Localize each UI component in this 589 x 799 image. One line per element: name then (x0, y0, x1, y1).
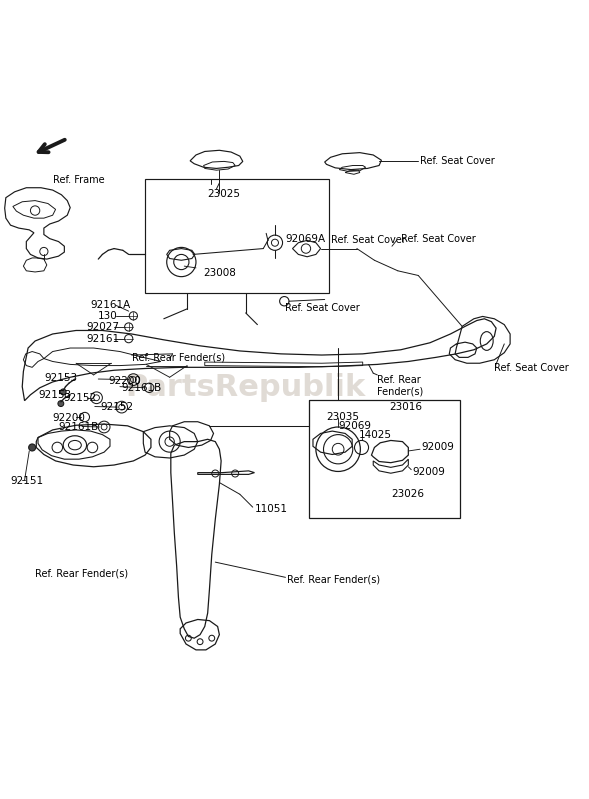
Text: 23008: 23008 (204, 268, 236, 277)
Text: 92200: 92200 (52, 412, 85, 423)
Circle shape (60, 389, 66, 395)
Text: Ref. Rear Fender(s): Ref. Rear Fender(s) (131, 352, 225, 363)
Text: Ref. Frame: Ref. Frame (52, 175, 104, 185)
Text: Ref. Seat Cover: Ref. Seat Cover (494, 364, 569, 373)
Text: 92069: 92069 (338, 421, 371, 431)
Text: 92152: 92152 (63, 393, 97, 403)
Text: 92161B: 92161B (122, 384, 162, 393)
Circle shape (29, 444, 36, 451)
Text: 130: 130 (98, 311, 118, 321)
Text: Ref. Seat Cover: Ref. Seat Cover (420, 156, 495, 166)
Text: 92161A: 92161A (91, 300, 131, 310)
Text: Ref. Rear
Fender(s): Ref. Rear Fender(s) (378, 375, 423, 396)
Text: 92151: 92151 (11, 476, 44, 487)
Text: 14025: 14025 (359, 430, 392, 440)
Text: 92153: 92153 (44, 373, 77, 383)
Text: 92152: 92152 (101, 402, 134, 412)
Text: 23016: 23016 (389, 402, 422, 411)
Text: 92009: 92009 (421, 443, 454, 452)
Text: Ref. Rear Fender(s): Ref. Rear Fender(s) (287, 574, 380, 585)
Text: Ref. Seat Cover: Ref. Seat Cover (330, 235, 405, 244)
Text: 92161B: 92161B (58, 422, 99, 432)
Text: 11051: 11051 (254, 504, 287, 515)
Bar (145, 179, 329, 293)
Text: Ref. Rear Fender(s): Ref. Rear Fender(s) (35, 569, 128, 578)
Text: 92009: 92009 (412, 467, 445, 477)
Text: 92161: 92161 (87, 334, 120, 344)
Circle shape (58, 400, 64, 407)
Text: 23025: 23025 (208, 189, 241, 199)
Bar (309, 400, 460, 518)
Text: 92200: 92200 (108, 376, 141, 386)
Text: 92153: 92153 (38, 390, 71, 400)
Text: 23035: 23035 (326, 412, 359, 422)
Text: Ref. Seat Cover: Ref. Seat Cover (286, 304, 360, 313)
Text: 92027: 92027 (87, 322, 120, 332)
Text: 23026: 23026 (391, 489, 423, 499)
Text: PartsRepublik: PartsRepublik (125, 373, 366, 403)
Text: 92069A: 92069A (286, 233, 326, 244)
Text: Ref. Seat Cover: Ref. Seat Cover (401, 233, 475, 244)
